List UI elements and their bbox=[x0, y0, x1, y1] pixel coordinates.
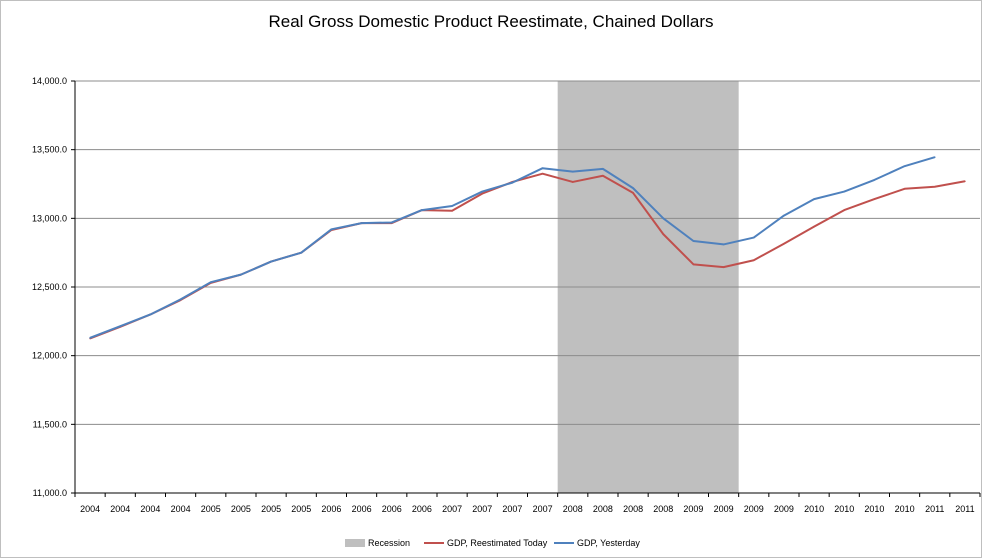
series-0-point-18 bbox=[632, 192, 634, 194]
series-0-point-25 bbox=[843, 209, 846, 211]
series-1-point-8 bbox=[330, 228, 333, 231]
series-1-point-19 bbox=[662, 217, 665, 220]
x-tick-label-27: 2010 bbox=[895, 504, 915, 514]
series-1-point-11 bbox=[421, 209, 423, 211]
x-tick-label-17: 2008 bbox=[593, 504, 613, 514]
series-1-point-2 bbox=[149, 313, 152, 316]
series-1-point-3 bbox=[179, 298, 182, 301]
x-tick-label-23: 2009 bbox=[774, 504, 794, 514]
series-1-point-27 bbox=[903, 165, 906, 167]
x-tick-label-14: 2007 bbox=[502, 504, 522, 514]
series-1-point-14 bbox=[511, 181, 514, 184]
series-0-point-19 bbox=[662, 233, 665, 235]
series-lines bbox=[89, 156, 966, 340]
series-1-point-9 bbox=[360, 222, 363, 224]
legend-label-recession: Recession bbox=[368, 538, 410, 548]
series-0-point-27 bbox=[903, 188, 906, 190]
x-tick-label-16: 2008 bbox=[563, 504, 583, 514]
x-tick-label-10: 2006 bbox=[382, 504, 402, 514]
series-1-point-23 bbox=[783, 214, 785, 217]
x-tick-label-22: 2009 bbox=[744, 504, 764, 514]
axes bbox=[71, 80, 981, 497]
series-1-point-10 bbox=[390, 221, 393, 224]
legend-swatch-recession bbox=[345, 539, 365, 547]
series-1-point-15 bbox=[541, 167, 544, 170]
x-tick-label-5: 2005 bbox=[231, 504, 251, 514]
series-0-point-22 bbox=[752, 259, 755, 262]
series-1-point-22 bbox=[752, 236, 755, 239]
series-0-point-23 bbox=[783, 242, 785, 245]
series-0-point-29 bbox=[964, 180, 966, 183]
x-tick-label-9: 2006 bbox=[352, 504, 372, 514]
y-tick-label-2: 12,000.0 bbox=[32, 351, 67, 361]
series-1-point-12 bbox=[451, 205, 453, 207]
series-line-0 bbox=[89, 172, 966, 340]
series-0-point-20 bbox=[692, 263, 695, 266]
series-1-point-20 bbox=[692, 240, 695, 242]
x-tick-label-15: 2007 bbox=[533, 504, 553, 514]
series-1-point-17 bbox=[602, 168, 604, 170]
series-0-point-12 bbox=[451, 209, 453, 212]
legend-label-series-1: GDP, Yesterday bbox=[577, 538, 640, 548]
series-0-point-24 bbox=[813, 225, 815, 228]
x-tick-label-29: 2011 bbox=[955, 504, 974, 514]
gridlines bbox=[75, 80, 980, 494]
x-axis-tick-labels: 2004 2004 2004 2004 2005 2005 2005 2005 2006 2006… bbox=[80, 504, 975, 514]
series-1-point-4 bbox=[209, 281, 212, 283]
series-1-point-16 bbox=[571, 170, 574, 173]
legend: Recession GDP, Reestimated Today GDP, Yest… bbox=[345, 538, 640, 548]
series-1-point-1 bbox=[119, 325, 122, 327]
legend-label-series-0: GDP, Reestimated Today bbox=[447, 538, 548, 548]
x-tick-label-26: 2010 bbox=[864, 504, 884, 514]
chart-title: Real Gross Domestic Product Reestimate, … bbox=[268, 12, 713, 31]
series-0-point-21 bbox=[722, 266, 725, 268]
x-tick-label-2: 2004 bbox=[140, 504, 160, 514]
x-tick-label-0: 2004 bbox=[80, 504, 100, 514]
x-tick-label-4: 2005 bbox=[201, 504, 221, 514]
x-tick-label-24: 2010 bbox=[804, 504, 824, 514]
series-1-point-26 bbox=[873, 179, 876, 181]
x-tick-label-12: 2007 bbox=[442, 504, 462, 514]
y-axis-tick-labels: 11,000.0 11,500.0 12,000.0 12,500.0 13,000.0… bbox=[32, 76, 67, 498]
series-1-point-7 bbox=[300, 251, 303, 254]
x-tick-label-19: 2008 bbox=[653, 504, 673, 514]
series-0-point-28 bbox=[933, 185, 936, 188]
series-0-point-26 bbox=[873, 198, 876, 200]
series-1-point-0 bbox=[89, 337, 91, 339]
y-tick-label-6: 14,000.0 bbox=[32, 76, 67, 86]
series-1-point-6 bbox=[270, 260, 272, 263]
x-tick-label-21: 2009 bbox=[714, 504, 734, 514]
y-tick-label-1: 11,500.0 bbox=[33, 419, 67, 429]
y-tick-label-0: 11,000.0 bbox=[33, 488, 67, 498]
series-1-point-13 bbox=[481, 190, 484, 193]
x-tick-label-28: 2011 bbox=[925, 504, 944, 514]
x-tick-label-18: 2008 bbox=[623, 504, 643, 514]
y-tick-label-3: 12,500.0 bbox=[32, 282, 67, 292]
x-tick-label-6: 2005 bbox=[261, 504, 281, 514]
x-tick-label-13: 2007 bbox=[472, 504, 492, 514]
x-tick-label-7: 2005 bbox=[291, 504, 311, 514]
x-tick-label-3: 2004 bbox=[171, 504, 191, 514]
series-0-point-17 bbox=[602, 174, 604, 177]
y-tick-label-4: 13,000.0 bbox=[32, 213, 67, 223]
series-1-point-5 bbox=[240, 273, 242, 276]
series-0-point-13 bbox=[481, 192, 484, 195]
series-0-point-16 bbox=[571, 181, 574, 183]
y-tick-label-5: 13,500.0 bbox=[32, 145, 67, 155]
x-tick-label-11: 2006 bbox=[412, 504, 432, 514]
series-0-point-15 bbox=[541, 172, 544, 175]
series-1-point-28 bbox=[933, 156, 936, 159]
series-1-point-18 bbox=[632, 187, 634, 189]
series-1-point-24 bbox=[813, 198, 815, 200]
x-tick-label-20: 2009 bbox=[683, 504, 703, 514]
x-tick-label-25: 2010 bbox=[834, 504, 854, 514]
series-line-1 bbox=[89, 156, 936, 339]
x-tick-label-1: 2004 bbox=[110, 504, 130, 514]
x-tick-label-8: 2006 bbox=[321, 504, 341, 514]
series-1-point-25 bbox=[843, 190, 846, 193]
series-1-point-21 bbox=[722, 243, 725, 246]
